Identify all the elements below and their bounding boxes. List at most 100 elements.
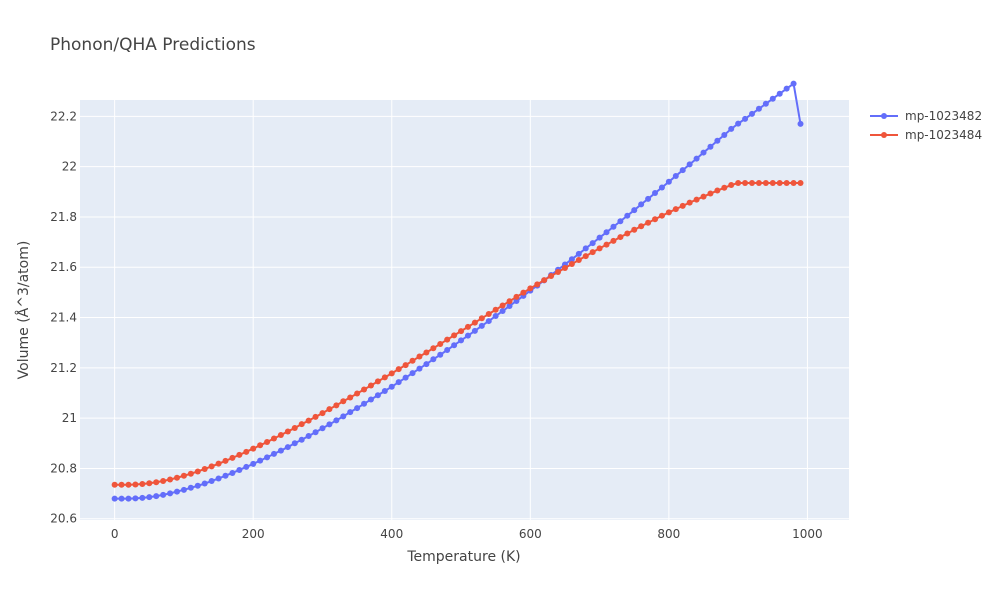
data-point[interactable] — [374, 378, 381, 385]
data-point[interactable] — [707, 190, 714, 197]
data-point[interactable] — [250, 460, 257, 467]
data-point[interactable] — [679, 202, 686, 209]
data-point[interactable] — [707, 143, 714, 150]
data-point[interactable] — [485, 318, 492, 325]
data-point[interactable] — [236, 451, 243, 458]
data-point[interactable] — [132, 481, 139, 488]
data-point[interactable] — [735, 120, 742, 127]
data-point[interactable] — [298, 421, 305, 428]
data-point[interactable] — [416, 365, 423, 372]
data-point[interactable] — [125, 495, 132, 502]
data-point[interactable] — [194, 468, 201, 475]
data-point[interactable] — [762, 100, 769, 107]
data-point[interactable] — [624, 230, 631, 237]
data-point[interactable] — [645, 219, 652, 226]
data-point[interactable] — [305, 433, 312, 439]
data-point[interactable] — [665, 209, 672, 216]
data-point[interactable] — [229, 454, 236, 461]
data-point[interactable] — [201, 465, 208, 472]
data-point[interactable] — [423, 361, 430, 368]
data-point[interactable] — [118, 495, 125, 502]
data-point[interactable] — [464, 323, 471, 330]
data-point[interactable] — [603, 229, 610, 236]
data-point[interactable] — [208, 478, 215, 485]
data-point[interactable] — [464, 332, 471, 339]
data-point[interactable] — [645, 195, 652, 202]
data-point[interactable] — [582, 245, 589, 252]
data-point[interactable] — [735, 179, 742, 186]
data-point[interactable] — [755, 179, 762, 186]
data-point[interactable] — [575, 250, 582, 257]
data-point[interactable] — [146, 494, 153, 501]
data-point[interactable] — [208, 463, 215, 470]
data-point[interactable] — [361, 386, 368, 393]
data-point[interactable] — [354, 405, 361, 412]
data-point[interactable] — [180, 472, 187, 479]
data-point[interactable] — [568, 260, 575, 267]
data-point[interactable] — [520, 289, 527, 296]
data-point[interactable] — [243, 448, 250, 455]
data-point[interactable] — [257, 442, 264, 449]
data-point[interactable] — [589, 249, 596, 256]
data-point[interactable] — [749, 179, 756, 186]
data-point[interactable] — [451, 342, 458, 349]
data-point[interactable] — [388, 383, 395, 390]
data-point[interactable] — [686, 161, 693, 168]
data-point[interactable] — [693, 196, 700, 203]
data-point[interactable] — [402, 362, 409, 369]
data-point[interactable] — [610, 237, 617, 244]
data-point[interactable] — [118, 481, 125, 488]
data-point[interactable] — [180, 486, 187, 493]
data-point[interactable] — [721, 184, 728, 191]
data-point[interactable] — [395, 379, 402, 386]
data-point[interactable] — [187, 484, 194, 491]
data-point[interactable] — [700, 149, 707, 156]
data-point[interactable] — [776, 179, 783, 186]
data-point[interactable] — [797, 120, 804, 127]
data-point[interactable] — [790, 179, 797, 186]
data-point[interactable] — [478, 322, 485, 329]
data-point[interactable] — [638, 223, 645, 230]
data-point[interactable] — [326, 406, 333, 413]
data-point[interactable] — [471, 319, 478, 326]
data-point[interactable] — [215, 460, 222, 467]
data-point[interactable] — [312, 413, 319, 420]
data-point[interactable] — [499, 302, 506, 309]
data-point[interactable] — [603, 241, 610, 248]
data-point[interactable] — [257, 457, 264, 464]
data-point[interactable] — [527, 285, 534, 292]
data-point[interactable] — [125, 481, 132, 488]
data-point[interactable] — [561, 265, 568, 271]
data-point[interactable] — [492, 306, 499, 313]
data-point[interactable] — [312, 429, 319, 436]
data-point[interactable] — [333, 417, 340, 424]
data-point[interactable] — [132, 495, 139, 502]
data-point[interactable] — [769, 95, 776, 102]
data-point[interactable] — [665, 178, 672, 185]
data-point[interactable] — [298, 436, 305, 443]
data-point[interactable] — [347, 409, 354, 416]
data-point[interactable] — [769, 179, 776, 186]
data-point[interactable] — [749, 110, 756, 117]
data-point[interactable] — [742, 179, 749, 186]
data-point[interactable] — [783, 179, 790, 186]
data-point[interactable] — [381, 374, 388, 381]
legend-item-mp-1023482[interactable]: mp-1023482 — [870, 109, 982, 123]
data-point[interactable] — [658, 184, 665, 191]
data-point[interactable] — [589, 240, 596, 247]
data-point[interactable] — [513, 293, 520, 300]
data-point[interactable] — [270, 450, 277, 457]
data-point[interactable] — [361, 400, 368, 407]
data-point[interactable] — [755, 105, 762, 112]
data-point[interactable] — [797, 179, 804, 186]
data-point[interactable] — [672, 206, 679, 213]
data-point[interactable] — [652, 190, 659, 197]
data-point[interactable] — [617, 218, 624, 225]
data-point[interactable] — [783, 85, 790, 92]
data-point[interactable] — [402, 374, 409, 381]
legend[interactable]: mp-1023482 mp-1023484 — [870, 109, 982, 142]
series-mp-1023484[interactable] — [111, 179, 804, 488]
data-point[interactable] — [243, 463, 250, 470]
data-point[interactable] — [596, 234, 603, 241]
data-point[interactable] — [541, 277, 548, 284]
